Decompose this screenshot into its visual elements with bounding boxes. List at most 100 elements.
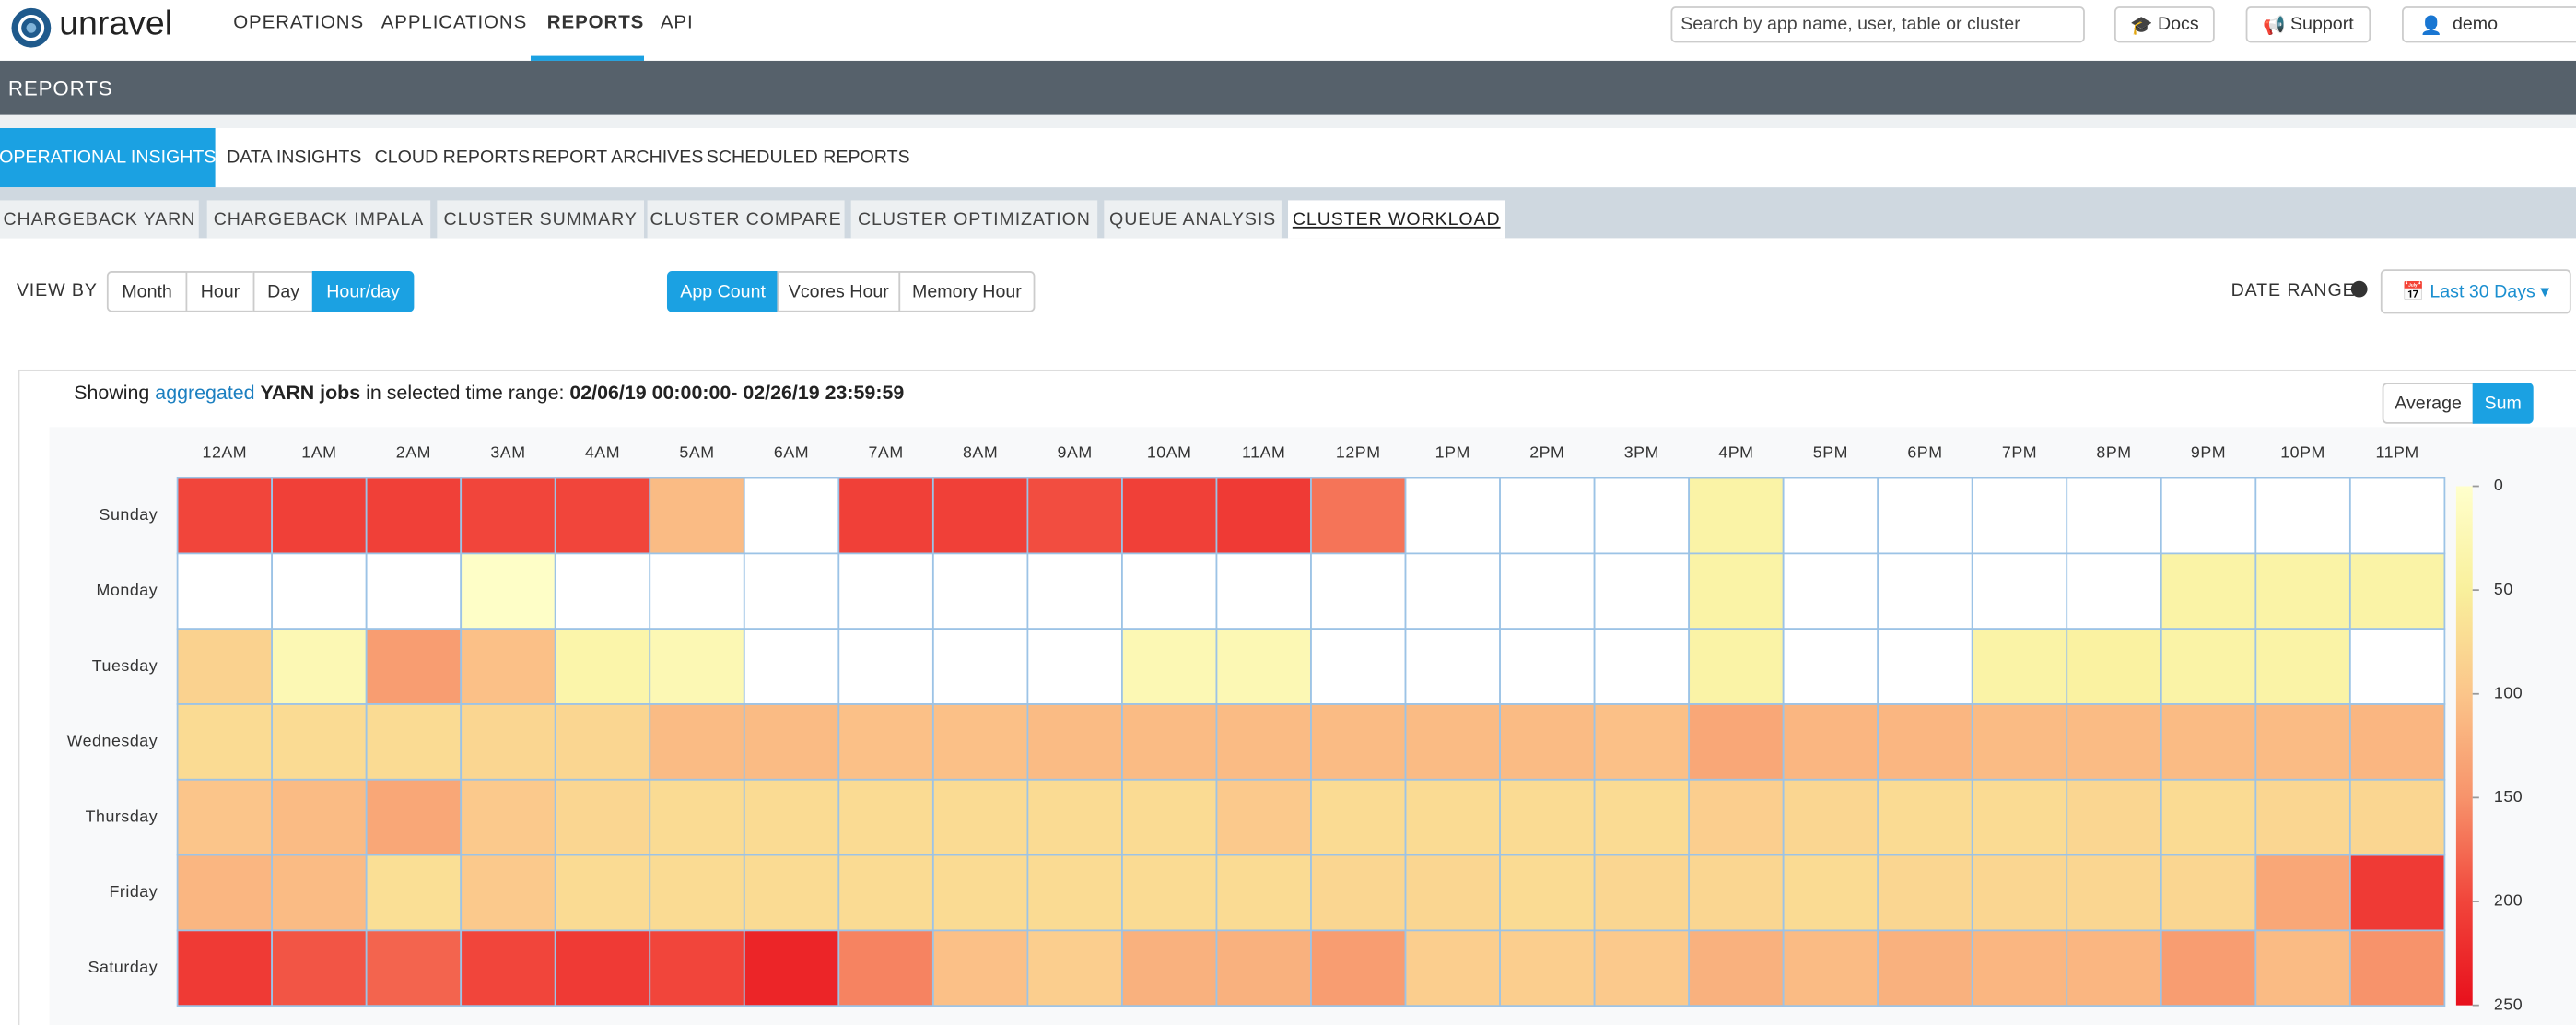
heatmap: 12AM1AM2AM3AM4AM5AM6AM7AM8AM9AM10AM11AM1… <box>49 427 2576 1025</box>
cell <box>461 478 556 554</box>
cell <box>1973 704 2067 780</box>
metric-option[interactable]: Vcores Hour <box>777 271 900 312</box>
cell <box>178 478 273 554</box>
cell <box>1406 780 1501 855</box>
support-button[interactable]: 📢 Support <box>2246 6 2371 42</box>
cell <box>1311 478 1406 554</box>
empty-cell <box>744 553 839 629</box>
subtab[interactable]: CHARGEBACK IMPALA <box>207 200 431 238</box>
cell <box>178 930 273 1006</box>
cell <box>461 930 556 1006</box>
subtab[interactable]: QUEUE ANALYSIS <box>1104 200 1282 238</box>
subtab[interactable]: CHARGEBACK YARN <box>0 200 199 238</box>
summary-range: 02/06/19 00:00:00- 02/26/19 23:59:59 <box>569 381 904 404</box>
cell <box>1689 855 1784 931</box>
cell <box>1878 780 1973 855</box>
view-option[interactable]: Hour <box>186 271 255 312</box>
logo-icon <box>8 5 54 51</box>
metric-option[interactable]: App Count <box>667 271 779 312</box>
cell <box>1689 930 1784 1006</box>
cell <box>1595 930 1690 1006</box>
nav-item[interactable]: API <box>661 13 694 32</box>
cell <box>178 780 273 855</box>
empty-cell <box>1406 553 1501 629</box>
x-tick-label: 7PM <box>2002 443 2037 462</box>
empty-cell <box>178 553 273 629</box>
cell <box>272 855 367 931</box>
cell <box>556 629 650 704</box>
tab[interactable]: CLOUD REPORTS <box>375 128 531 187</box>
cell <box>2067 930 2161 1006</box>
cell <box>556 930 650 1006</box>
cell <box>272 930 367 1006</box>
spacer <box>0 115 2576 128</box>
tab[interactable]: OPERATIONAL INSIGHTS <box>0 128 216 187</box>
empty-cell <box>1878 478 1973 554</box>
user-menu[interactable]: 👤 demo <box>2402 6 2576 42</box>
color-tick-label: 50 <box>2494 580 2513 598</box>
cell <box>1689 478 1784 554</box>
nav-item[interactable]: APPLICATIONS <box>381 13 527 32</box>
view-option[interactable]: Day <box>253 271 314 312</box>
cell <box>838 855 933 931</box>
cell <box>838 930 933 1006</box>
cell <box>1027 704 1122 780</box>
x-tick-label: 10AM <box>1147 443 1192 462</box>
color-tick-label: 200 <box>2494 891 2523 910</box>
button-label: Docs <box>2158 15 2199 34</box>
cell <box>1027 478 1122 554</box>
tab[interactable]: DATA INSIGHTS <box>227 128 361 187</box>
nav-item[interactable]: REPORTS <box>547 13 644 32</box>
cell <box>744 704 839 780</box>
empty-cell <box>2350 478 2445 554</box>
x-tick-label: 4AM <box>585 443 620 462</box>
empty-cell <box>1406 478 1501 554</box>
subtab[interactable]: CLUSTER WORKLOAD <box>1288 200 1505 238</box>
cell <box>2161 780 2256 855</box>
subtab[interactable]: CLUSTER SUMMARY <box>437 200 644 238</box>
docs-button[interactable]: 🎓 Docs <box>2114 6 2215 42</box>
view-option[interactable]: Month <box>107 271 187 312</box>
cell <box>367 629 462 704</box>
empty-cell <box>1311 553 1406 629</box>
metric-option[interactable]: Memory Hour <box>898 271 1035 312</box>
y-tick-label: Sunday <box>100 505 158 524</box>
empty-cell <box>650 553 744 629</box>
empty-cell <box>1216 553 1311 629</box>
info-icon[interactable] <box>2351 281 2368 298</box>
cell <box>1216 629 1311 704</box>
view-option[interactable]: Hour/day <box>312 271 415 312</box>
subtab[interactable]: CLUSTER COMPARE <box>648 200 845 238</box>
cell <box>2161 629 2256 704</box>
tab[interactable]: REPORT ARCHIVES <box>533 128 704 187</box>
aggregation-option[interactable]: Sum <box>2473 383 2534 424</box>
page-title: REPORTS <box>8 77 113 100</box>
cell <box>1500 855 1595 931</box>
cell <box>367 478 462 554</box>
cell <box>933 855 1028 931</box>
subtab[interactable]: CLUSTER OPTIMIZATION <box>851 200 1097 238</box>
cell <box>2067 629 2161 704</box>
x-tick-label: 5AM <box>679 443 714 462</box>
date-range-label: DATE RANGE <box>2231 281 2356 300</box>
cell <box>178 855 273 931</box>
cell <box>2350 930 2445 1006</box>
date-range-button[interactable]: 📅 Last 30 Days ▾ <box>2381 269 2571 313</box>
x-tick-label: 2PM <box>1529 443 1564 462</box>
empty-cell <box>272 553 367 629</box>
empty-cell <box>2350 629 2445 704</box>
cell <box>1689 780 1784 855</box>
nav-item[interactable]: OPERATIONS <box>233 13 364 32</box>
color-tick-label: 100 <box>2494 683 2523 701</box>
cell <box>2161 930 2256 1006</box>
aggregation-option[interactable]: Average <box>2383 383 2475 424</box>
user-name: demo <box>2453 15 2498 34</box>
search-box[interactable]: Search by app name, user, table or clust… <box>1671 6 2085 42</box>
tab[interactable]: SCHEDULED REPORTS <box>707 128 910 187</box>
cell <box>1406 704 1501 780</box>
x-tick-label: 3AM <box>490 443 525 462</box>
y-tick-label: Tuesday <box>92 656 158 675</box>
summary-link[interactable]: aggregated <box>155 381 254 404</box>
